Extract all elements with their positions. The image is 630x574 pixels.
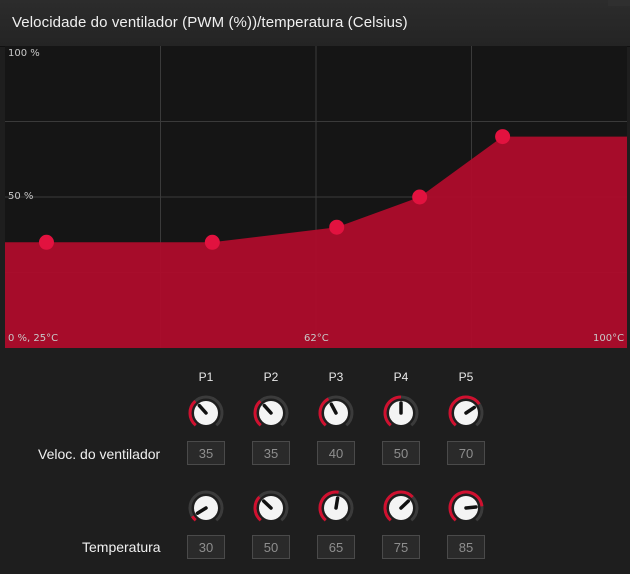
temperature-knob-p5[interactable] — [447, 489, 485, 527]
fan-speed-row-label: Veloc. do ventilador — [38, 446, 161, 462]
fan-speed-knob-p3[interactable] — [317, 394, 355, 432]
temperature-value-p5[interactable]: 85 — [447, 535, 485, 559]
panel-title: Velocidade do ventilador (PWM (%))/tempe… — [12, 14, 408, 31]
curve-point-p4[interactable] — [412, 189, 428, 205]
fan-speed-value-p2[interactable]: 35 — [252, 441, 290, 465]
column-header-p3: P3 — [328, 370, 344, 384]
fan-curve-area — [5, 136, 627, 348]
title-bar: Velocidade do ventilador (PWM (%))/tempe… — [0, 0, 630, 47]
curve-point-p3[interactable] — [329, 219, 345, 235]
fan-speed-knob-p2[interactable] — [252, 394, 290, 432]
fan-speed-value-p4[interactable]: 50 — [382, 441, 420, 465]
temperature-value-p2[interactable]: 50 — [252, 535, 290, 559]
fan-curve-svg[interactable] — [5, 46, 627, 348]
fan-speed-knob-p1[interactable] — [187, 394, 225, 432]
curve-point-p5[interactable] — [495, 129, 511, 145]
temperature-value-p3[interactable]: 65 — [317, 535, 355, 559]
y-axis-mid-label: 50 % — [8, 191, 34, 202]
x-axis-start-label: 0 %, 25°C — [8, 333, 59, 344]
x-axis-mid-label: 62°C — [304, 333, 329, 344]
temperature-knob-p4[interactable] — [382, 489, 420, 527]
temperature-knob-p2[interactable] — [252, 489, 290, 527]
curve-point-p1[interactable] — [38, 234, 54, 250]
x-axis-end-label: 100°C — [593, 333, 625, 344]
temperature-row-label: Temperatura — [82, 539, 161, 555]
column-header-p4: P4 — [393, 370, 409, 384]
temperature-value-p1[interactable]: 30 — [187, 535, 225, 559]
temperature-knob-p1[interactable] — [187, 489, 225, 527]
temperature-knob-p3[interactable] — [317, 489, 355, 527]
column-header-p1: P1 — [198, 370, 214, 384]
column-header-p2: P2 — [263, 370, 279, 384]
curve-point-p2[interactable] — [204, 234, 220, 250]
fan-speed-value-p3[interactable]: 40 — [317, 441, 355, 465]
fan-speed-value-p1[interactable]: 35 — [187, 441, 225, 465]
y-axis-top-label: 100 % — [8, 48, 40, 59]
column-header-p5: P5 — [458, 370, 474, 384]
fan-speed-value-p5[interactable]: 70 — [447, 441, 485, 465]
title-bar-edge — [608, 0, 630, 6]
temperature-value-p4[interactable]: 75 — [382, 535, 420, 559]
fan-speed-knob-p5[interactable] — [447, 394, 485, 432]
fan-speed-knob-p4[interactable] — [382, 394, 420, 432]
fan-curve-chart[interactable]: 100 % 50 % 0 %, 25°C 62°C 100°C — [5, 46, 627, 348]
